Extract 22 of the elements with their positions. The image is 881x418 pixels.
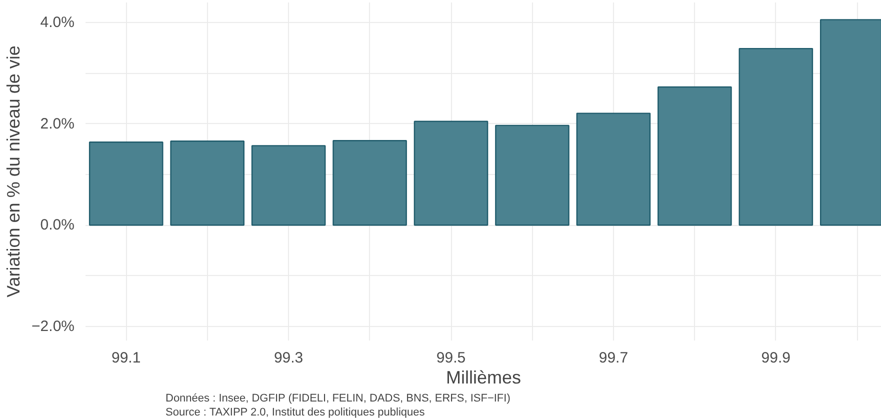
source-note: Source : TAXIPP 2.0, Institut des politiques publiques	[166, 406, 426, 418]
x-tick-label: 99.9	[761, 350, 791, 366]
bar	[251, 145, 326, 226]
y-tick-label: 0.0%	[40, 216, 75, 234]
x-tick-label: 99.3	[274, 350, 304, 366]
x-axis-title: Millièmes	[446, 368, 522, 388]
bar	[658, 86, 732, 226]
bar	[332, 140, 407, 226]
bar	[88, 142, 164, 226]
bar	[576, 112, 651, 226]
bar	[414, 120, 488, 226]
bar	[738, 48, 814, 226]
text: Données : Insee, DGFIP (FIDELI, FELIN, DADS, BNS, ERFS, ISF−IFI)	[166, 392, 510, 404]
x-tick-label: 99.1	[112, 350, 141, 366]
x-tick-label: 99.7	[598, 350, 628, 366]
x-tick-label: 99.5	[436, 350, 466, 366]
y-tick-label: −2.0%	[32, 318, 75, 335]
y-axis-title: Variation en % du niveau de vie	[4, 46, 24, 298]
y-tick-label: 4.0%	[40, 14, 75, 32]
bar	[170, 140, 244, 226]
y-tick-label: 2.0%	[40, 115, 75, 132]
bar	[495, 124, 570, 226]
